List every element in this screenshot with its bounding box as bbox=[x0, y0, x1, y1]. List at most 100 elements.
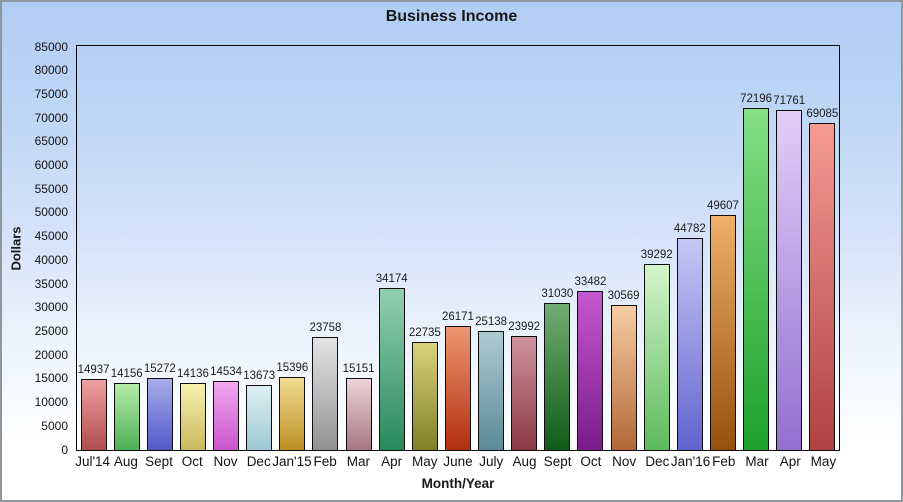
bar bbox=[544, 302, 571, 450]
x-tick: Aug bbox=[508, 454, 541, 469]
bar bbox=[179, 383, 206, 450]
bar-slot: 30569 bbox=[607, 46, 640, 450]
y-tick-label: 50000 bbox=[34, 205, 68, 220]
x-tick-label: Aug bbox=[113, 454, 138, 469]
x-tick: Feb bbox=[309, 454, 342, 469]
bar-slot: 71761 bbox=[773, 46, 806, 450]
x-tick-label: Dec bbox=[645, 454, 670, 469]
bar-value-label: 26171 bbox=[441, 310, 474, 323]
x-tick: Sept bbox=[142, 454, 175, 469]
x-tick-label: Feb bbox=[313, 454, 337, 469]
x-tick: May bbox=[408, 454, 441, 469]
bar-slot: 31030 bbox=[541, 46, 574, 450]
x-tick-label: Jul'14 bbox=[75, 454, 111, 469]
y-tick-label: 40000 bbox=[34, 252, 68, 267]
bar-slot: 15396 bbox=[276, 46, 309, 450]
x-tick-label: Apr bbox=[381, 454, 403, 469]
bar-value-label: 15272 bbox=[143, 362, 176, 375]
bar-value-label: 34174 bbox=[375, 273, 408, 285]
x-tick: Dec bbox=[242, 454, 275, 469]
x-tick: Nov bbox=[608, 454, 641, 469]
bar-slot: 23758 bbox=[309, 46, 342, 450]
bar-slot: 14937 bbox=[77, 46, 110, 450]
x-tick-label: Sept bbox=[543, 454, 572, 469]
x-axis-tick-labels: Jul'14 Aug Sept Oct Nov Dec Jan'15 Feb Mar Apr May… bbox=[75, 454, 840, 469]
bar-value-label: 13673 bbox=[243, 370, 276, 383]
x-tick: Jan'15 bbox=[272, 454, 312, 469]
bar-value-label: 44782 bbox=[673, 222, 706, 235]
bar bbox=[378, 288, 405, 450]
bar bbox=[511, 336, 538, 450]
x-tick-label: Oct bbox=[580, 454, 602, 469]
x-tick-label: Nov bbox=[213, 454, 238, 469]
bar-slot: 15151 bbox=[342, 46, 375, 450]
bar-slot: 14136 bbox=[176, 46, 209, 450]
y-tick-label: 65000 bbox=[34, 134, 68, 149]
x-tick: Oct bbox=[176, 454, 209, 469]
x-tick-label: Feb bbox=[712, 454, 736, 469]
x-tick-label: Sept bbox=[145, 454, 173, 469]
x-tick: Dec bbox=[641, 454, 674, 469]
bar-value-label: 72196 bbox=[740, 92, 773, 105]
x-tick-label: May bbox=[412, 454, 438, 469]
bar bbox=[279, 377, 306, 450]
x-tick: May bbox=[807, 454, 840, 469]
y-tick-label: 20000 bbox=[34, 347, 68, 362]
y-tick-label: 85000 bbox=[34, 39, 68, 54]
bar-slot: 14534 bbox=[210, 46, 243, 450]
y-tick-label: 45000 bbox=[34, 229, 68, 244]
bar-slot: 25138 bbox=[475, 46, 508, 450]
x-tick-label: Oct bbox=[181, 454, 203, 469]
bar bbox=[213, 381, 240, 450]
bar-slot: 69085 bbox=[806, 46, 839, 450]
bar-slot: 72196 bbox=[740, 46, 773, 450]
x-tick: Feb bbox=[707, 454, 740, 469]
bar-value-label: 49607 bbox=[706, 199, 739, 212]
bar bbox=[643, 263, 670, 450]
y-tick-label: 60000 bbox=[34, 158, 68, 172]
x-tick: Apr bbox=[774, 454, 807, 469]
x-tick-label: Jan'15 bbox=[272, 454, 312, 469]
y-tick-label: 80000 bbox=[34, 63, 68, 78]
chart-title: Business Income bbox=[385, 8, 518, 25]
bar bbox=[146, 377, 173, 450]
bar-value-label: 23992 bbox=[508, 321, 541, 334]
x-tick-label: Apr bbox=[779, 454, 801, 469]
x-tick-label: June bbox=[443, 454, 473, 469]
bar-value-label: 33482 bbox=[574, 276, 607, 289]
bar-slot: 49607 bbox=[706, 46, 739, 450]
bar-value-label: 14136 bbox=[176, 368, 209, 380]
bar-value-label: 15396 bbox=[276, 362, 309, 374]
x-tick: Sept bbox=[541, 454, 574, 469]
bar-slot: 15272 bbox=[143, 46, 176, 450]
bar bbox=[809, 122, 836, 450]
bar bbox=[577, 291, 604, 450]
x-tick-label: Mar bbox=[745, 454, 769, 469]
bar-value-label: 69085 bbox=[806, 107, 839, 120]
x-tick: Oct bbox=[574, 454, 607, 469]
bar bbox=[610, 305, 637, 450]
y-tick-label: 75000 bbox=[34, 86, 68, 101]
x-tick: Jul'14 bbox=[75, 454, 111, 469]
bar-value-label: 31030 bbox=[541, 287, 574, 300]
bar-value-label: 14534 bbox=[210, 366, 243, 379]
bar-value-label: 25138 bbox=[475, 315, 508, 328]
bar bbox=[776, 109, 803, 450]
y-tick-label: 35000 bbox=[34, 276, 68, 291]
x-tick: Mar bbox=[740, 454, 773, 469]
bar-slot: 39292 bbox=[640, 46, 673, 450]
x-axis-title: Month/Year bbox=[421, 476, 495, 491]
bar bbox=[411, 342, 438, 450]
x-tick: Apr bbox=[375, 454, 408, 469]
bar bbox=[676, 237, 703, 450]
y-tick-label: 10000 bbox=[34, 395, 68, 410]
bar-slot: 34174 bbox=[375, 46, 408, 450]
bar bbox=[246, 385, 273, 450]
x-tick-label: July bbox=[479, 454, 504, 469]
x-tick-label: May bbox=[810, 454, 837, 469]
bar-slot: 14156 bbox=[110, 46, 143, 450]
bar-value-label: 71761 bbox=[773, 94, 806, 107]
x-tick-label: Jan'16 bbox=[670, 454, 711, 469]
bars-container: 14937 14156 15272 14136 14534 13673 15396 23758… bbox=[77, 46, 839, 450]
